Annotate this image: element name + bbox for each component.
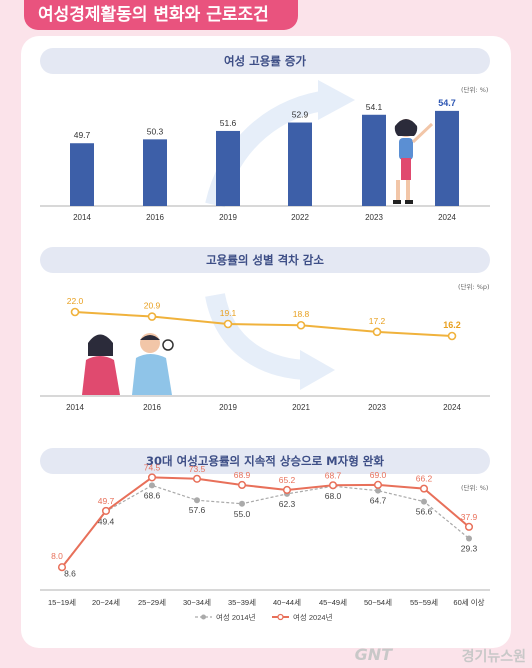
age-2014-point: [421, 499, 427, 505]
bar-2016: [143, 139, 167, 206]
bar-2024: [435, 111, 459, 206]
bar-value-label: 54.1: [366, 102, 383, 112]
watermark-logo: GNT: [355, 645, 392, 664]
age-2024-point: [103, 508, 110, 515]
bar-2022: [288, 123, 312, 206]
gap-x-tick-label: 2019: [219, 403, 237, 412]
gap-value-label: 19.1: [220, 308, 237, 318]
age-2024-point: [421, 485, 428, 492]
age-value-label: 55.0: [234, 509, 251, 519]
age-value-label: 56.6: [416, 507, 433, 517]
bar-x-tick-label: 2016: [146, 213, 164, 222]
gap-line: [75, 312, 452, 336]
age-x-tick-label: 60세 이상: [453, 597, 484, 607]
age-x-tick-label: 15~19세: [48, 598, 76, 607]
age-x-tick-label: 20~24세: [92, 598, 120, 607]
age-2024-point: [149, 474, 156, 481]
decline-arrow-decoration: [215, 295, 310, 370]
age-value-label: 37.9: [461, 512, 478, 522]
age-value-label: 8.6: [64, 568, 76, 578]
age-x-tick-label: 35~39세: [228, 598, 256, 607]
age-value-label: 8.0: [51, 551, 63, 561]
age-x-tick-label: 30~34세: [183, 598, 211, 607]
bar-2014: [70, 143, 94, 206]
age-value-label: 66.2: [416, 474, 433, 484]
bar-x-tick-label: 2022: [291, 213, 309, 222]
growth-arrow-head: [318, 80, 355, 120]
gap-value-label: 22.0: [67, 296, 84, 306]
age-x-tick-label: 45~49세: [319, 598, 347, 607]
age-2014-point: [466, 535, 472, 541]
gap-value-label: 18.8: [293, 309, 310, 319]
gap-value-label: 17.2: [369, 316, 386, 326]
people-illustration: [82, 333, 173, 395]
age-value-label: 69.0: [370, 470, 387, 480]
age-value-label: 74.5: [144, 462, 161, 472]
age-2024-point: [330, 482, 337, 489]
age-value-label: 68.0: [325, 491, 342, 501]
age-value-label: 62.3: [279, 499, 296, 509]
age-x-tick-label: 40~44세: [273, 598, 301, 607]
age-2024-point: [239, 482, 246, 489]
bar-value-label: 52.9: [292, 110, 309, 120]
bar-value-label: 51.6: [220, 118, 237, 128]
age-x-tick-label: 25~29세: [138, 598, 166, 607]
watermark-text: 경기뉴스원: [462, 646, 526, 666]
gap-point-2024: [449, 333, 456, 340]
age-x-tick-label: 50~54세: [364, 598, 392, 607]
age-2024-point: [466, 524, 473, 531]
age-value-label: 68.7: [325, 470, 342, 480]
age-value-label: 57.6: [189, 505, 206, 515]
gap-point-2014: [72, 309, 79, 316]
gap-x-tick-label: 2014: [66, 403, 84, 412]
age-value-label: 73.5: [189, 464, 206, 474]
bar-x-tick-label: 2024: [438, 213, 456, 222]
age-2014-point: [149, 482, 155, 488]
age-2024-point: [194, 475, 201, 482]
age-value-label: 68.6: [144, 490, 161, 500]
age-value-label: 65.2: [279, 475, 296, 485]
gap-point-2021: [298, 322, 305, 329]
gap-x-tick-label: 2023: [368, 403, 386, 412]
age-value-label: 49.7: [98, 496, 115, 506]
age-2024-point: [375, 482, 382, 489]
gap-x-tick-label: 2021: [292, 403, 310, 412]
legend-2024-label: 여성 2024년: [293, 612, 333, 622]
age-line-2024: [62, 477, 469, 567]
bar-2019: [216, 131, 240, 206]
age-value-label: 64.7: [370, 496, 387, 506]
legend-2014-marker: [201, 615, 206, 620]
age-value-label: 68.9: [234, 470, 251, 480]
woman-illustration: [393, 119, 432, 204]
gap-value-label: 16.2: [443, 320, 461, 330]
legend-2024-marker: [278, 615, 283, 620]
gap-x-tick-label: 2024: [443, 403, 461, 412]
gap-x-tick-label: 2016: [143, 403, 161, 412]
bar-value-label: 49.7: [74, 130, 91, 140]
age-2014-point: [194, 497, 200, 503]
gap-point-2019: [225, 321, 232, 328]
bar-2023: [362, 115, 386, 206]
bar-x-tick-label: 2023: [365, 213, 383, 222]
bar-x-tick-label: 2014: [73, 213, 91, 222]
decline-arrow-head: [300, 350, 335, 390]
gap-value-label: 20.9: [144, 301, 161, 311]
bar-value-label: 50.3: [147, 126, 164, 136]
bar-value-label: 54.7: [438, 98, 456, 108]
age-2024-point: [59, 564, 66, 571]
gap-point-2023: [374, 328, 381, 335]
gap-point-2016: [149, 313, 156, 320]
age-value-label: 29.3: [461, 543, 478, 553]
bar-x-tick-label: 2019: [219, 213, 237, 222]
legend-2014-label: 여성 2014년: [216, 612, 256, 622]
age-2024-point: [284, 487, 291, 494]
age-x-tick-label: 55~59세: [410, 598, 438, 607]
age-2014-point: [239, 501, 245, 507]
